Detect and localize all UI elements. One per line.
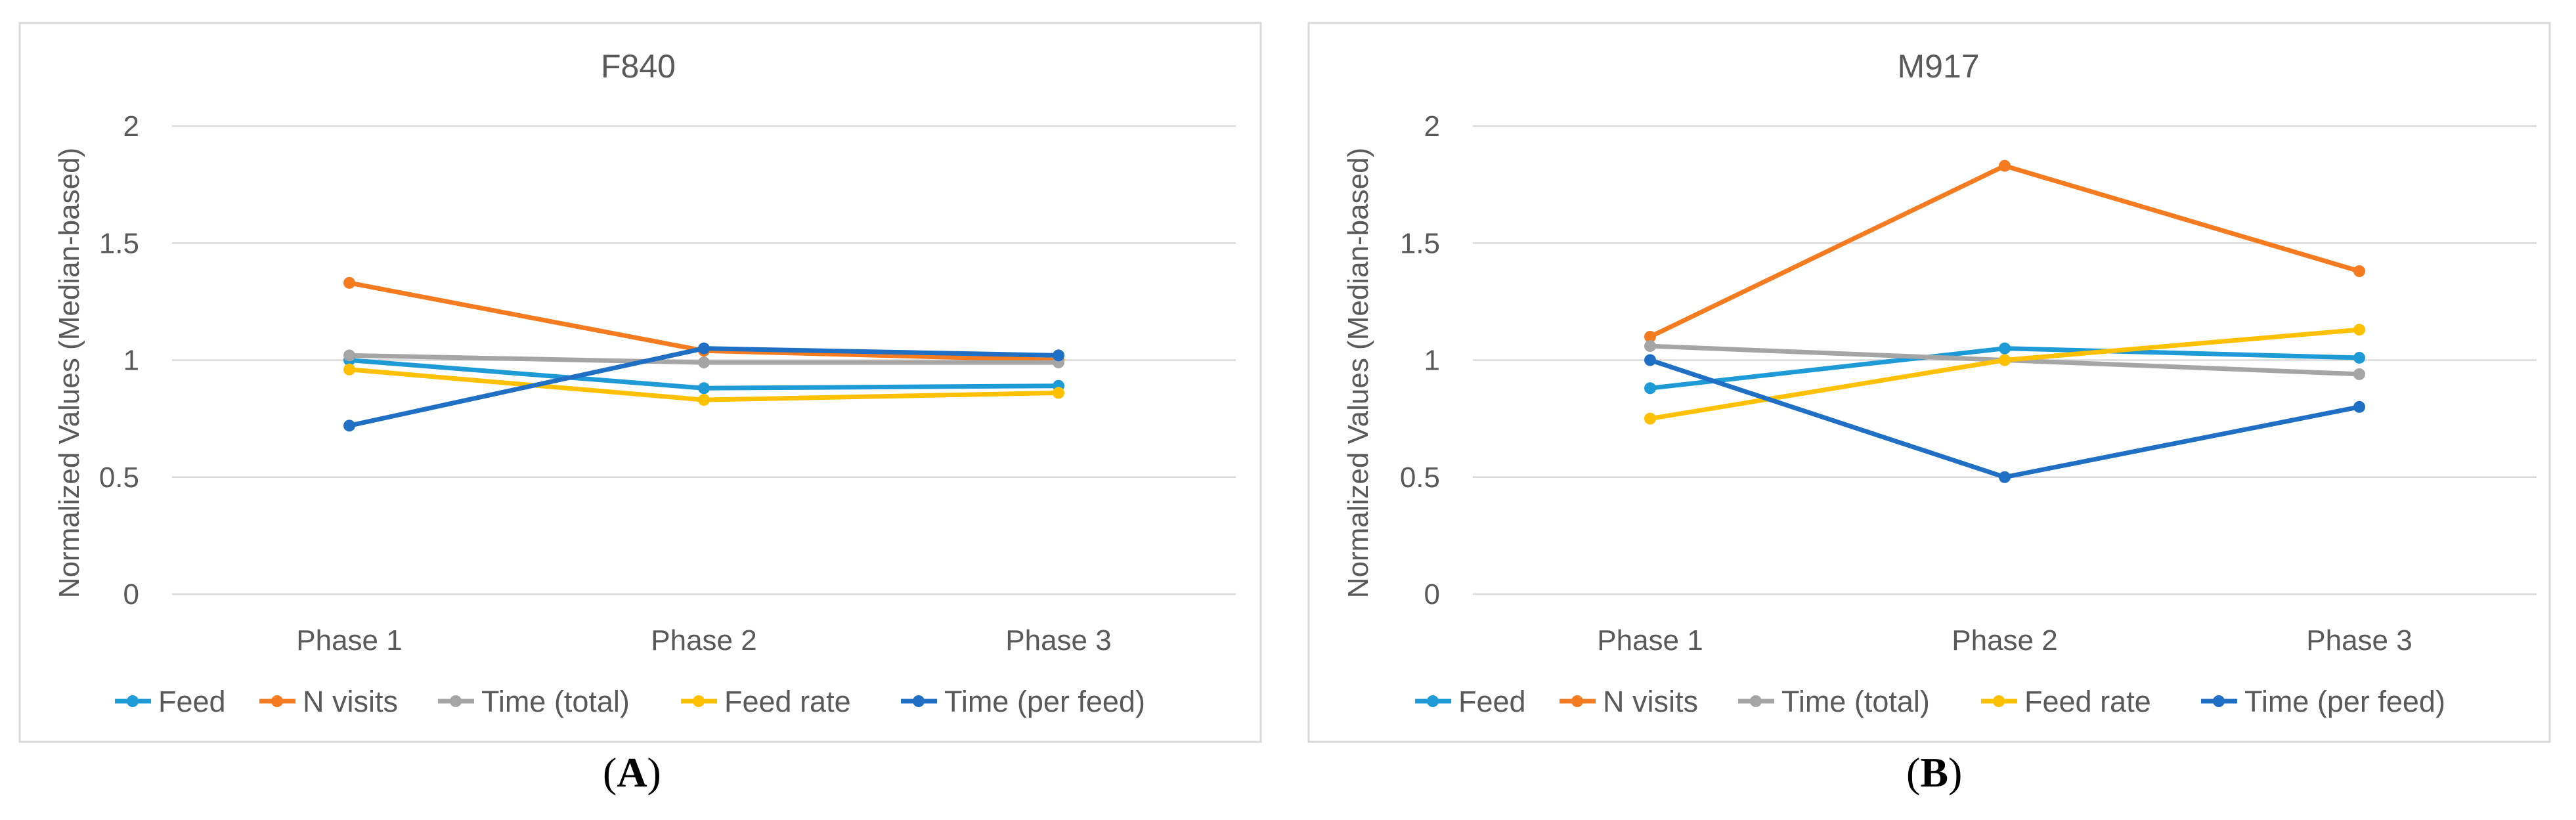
legend-swatch-marker xyxy=(1993,695,2005,707)
legend-swatch-marker xyxy=(693,695,705,707)
data-point xyxy=(2353,324,2365,336)
data-point xyxy=(1644,340,1656,353)
panel-letter: A xyxy=(617,749,647,796)
data-point xyxy=(698,382,710,395)
legend-label: Time (total) xyxy=(1781,685,1930,718)
data-point xyxy=(1053,387,1064,399)
legend-item: N visits xyxy=(259,685,398,718)
x-tick-labels: Phase 1 Phase 2 Phase 3 xyxy=(1597,624,2412,657)
x-tick-labels: Phase 1 Phase 2 Phase 3 xyxy=(296,624,1111,657)
legend-item: Feed xyxy=(1415,685,1526,718)
data-point xyxy=(343,349,355,362)
x-tick-label: Phase 1 xyxy=(1597,624,1703,657)
y-tick-labels: 0 0.5 1 1.5 2 xyxy=(1400,110,1440,611)
legend-swatch-marker xyxy=(2213,695,2225,707)
legend-swatch-marker xyxy=(450,695,462,707)
legend-label: Feed xyxy=(158,685,226,718)
series-lines xyxy=(343,276,1064,432)
data-point xyxy=(343,363,355,376)
data-point xyxy=(1053,349,1064,362)
data-point xyxy=(1644,412,1656,425)
legend-label: Time (total) xyxy=(481,685,630,718)
line-chart-m917: M917 Normalized Values (Median-based) 00… xyxy=(1307,22,2551,743)
legend-item: Time (total) xyxy=(1738,685,1930,718)
line-chart-f840: F840 Normalized Values (Median-based) 00… xyxy=(18,22,1262,743)
legend-label: Feed xyxy=(1458,685,1526,718)
legend-swatch-marker xyxy=(271,695,283,707)
data-point xyxy=(698,356,710,369)
legend-item: Feed xyxy=(115,685,226,718)
data-point xyxy=(698,342,710,355)
data-point xyxy=(1999,160,2011,172)
legend-label: Feed rate xyxy=(724,685,851,718)
y-tick-label: 2 xyxy=(1424,110,1440,142)
legend-label: N visits xyxy=(303,685,398,718)
series-feed-rate xyxy=(343,363,1064,406)
legend-swatch-marker xyxy=(1427,695,1439,707)
panel-letter: B xyxy=(1920,749,1948,796)
chart-title: M917 xyxy=(1897,48,1979,85)
legend-swatch-marker xyxy=(913,695,925,707)
data-point xyxy=(1999,342,2011,355)
x-tick-label: Phase 2 xyxy=(1952,624,2057,657)
data-point xyxy=(1644,382,1656,395)
legend-swatch-marker xyxy=(1571,695,1583,707)
panel-label: (A) xyxy=(603,749,661,796)
legend-item: Time (total) xyxy=(438,685,630,718)
y-tick-label: 0 xyxy=(1424,578,1440,611)
chart-frame xyxy=(1307,22,2551,743)
data-point xyxy=(1644,354,1656,366)
legend-item: N visits xyxy=(1560,685,1698,718)
data-point xyxy=(343,276,355,289)
y-tick-label: 1 xyxy=(1424,345,1440,377)
series-lines xyxy=(1644,160,2365,483)
legend-label: Time (per feed) xyxy=(2244,685,2445,718)
chart-title: F840 xyxy=(601,48,676,85)
legend-swatch-marker xyxy=(1750,695,1762,707)
data-point xyxy=(343,420,355,432)
y-tick-label: 1 xyxy=(123,345,139,377)
series-feed xyxy=(1644,342,2365,395)
data-point xyxy=(1999,354,2011,366)
legend-label: N visits xyxy=(1603,685,1698,718)
y-tick-label: 0 xyxy=(123,578,139,611)
legend: Feed N visits Time (total) Feed rate Time (p… xyxy=(115,685,1145,718)
x-tick-label: Phase 3 xyxy=(1005,624,1111,657)
y-tick-labels: 0 0.5 1 1.5 2 xyxy=(99,110,139,611)
y-tick-label: 0.5 xyxy=(99,462,139,494)
data-point xyxy=(2353,400,2365,413)
legend-item: Time (per feed) xyxy=(901,685,1145,718)
data-point xyxy=(2353,265,2365,278)
y-tick-label: 1.5 xyxy=(99,227,139,259)
y-tick-label: 0.5 xyxy=(1400,462,1440,494)
legend-item: Feed rate xyxy=(1981,685,2151,718)
legend-item: Time (per feed) xyxy=(2201,685,2445,718)
panel-label: (B) xyxy=(1906,749,1963,796)
data-point xyxy=(698,394,710,406)
data-point xyxy=(1999,471,2011,483)
data-point xyxy=(2353,368,2365,380)
x-tick-label: Phase 1 xyxy=(296,624,402,657)
legend-swatch-marker xyxy=(127,695,139,707)
y-axis-label: Normalized Values (Median-based) xyxy=(1342,148,1374,598)
legend: Feed N visits Time (total) Feed rate Time (p… xyxy=(1415,685,2445,718)
series-n-visits xyxy=(1644,160,2365,343)
series-time-per-feed xyxy=(1644,354,2365,483)
data-point xyxy=(1644,330,1656,343)
legend-label: Feed rate xyxy=(2024,685,2151,718)
legend-item: Feed rate xyxy=(681,685,851,718)
legend-label: Time (per feed) xyxy=(944,685,1145,718)
data-point xyxy=(2353,351,2365,364)
x-tick-label: Phase 2 xyxy=(651,624,756,657)
x-tick-label: Phase 3 xyxy=(2306,624,2412,657)
y-tick-label: 1.5 xyxy=(1400,227,1440,259)
y-axis-label: Normalized Values (Median-based) xyxy=(53,148,85,598)
y-tick-label: 2 xyxy=(123,110,139,142)
series-time-per-feed xyxy=(343,342,1064,432)
